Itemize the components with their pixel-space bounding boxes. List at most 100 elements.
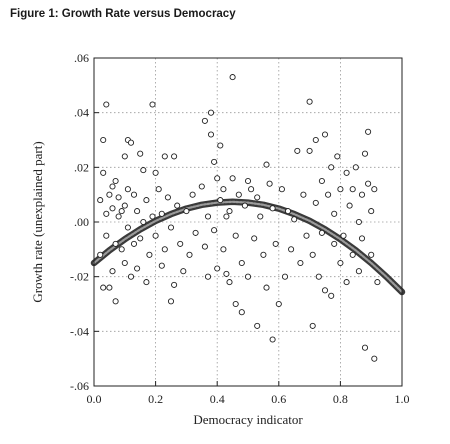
y-tick-label: .06 bbox=[74, 51, 89, 65]
data-point bbox=[269, 336, 276, 343]
data-point bbox=[137, 235, 144, 242]
data-point bbox=[328, 292, 335, 299]
data-point bbox=[355, 218, 362, 226]
data-point bbox=[260, 251, 267, 258]
data-point bbox=[331, 210, 338, 217]
data-point bbox=[146, 251, 153, 258]
data-point bbox=[371, 355, 378, 362]
data-point bbox=[232, 300, 239, 308]
data-point bbox=[204, 273, 212, 280]
data-point bbox=[257, 213, 264, 220]
data-point bbox=[112, 298, 119, 305]
data-point bbox=[174, 202, 181, 209]
data-point bbox=[183, 208, 190, 215]
grid-lines bbox=[94, 58, 402, 386]
data-point bbox=[177, 240, 184, 247]
data-point bbox=[337, 259, 344, 267]
data-point bbox=[226, 279, 233, 286]
data-point bbox=[297, 259, 304, 267]
data-point bbox=[244, 273, 252, 280]
data-point bbox=[109, 205, 116, 212]
data-point bbox=[321, 287, 329, 294]
data-point bbox=[368, 251, 375, 258]
x-tick-label: 0.2 bbox=[148, 392, 163, 406]
data-point bbox=[103, 210, 110, 217]
data-point bbox=[284, 208, 292, 215]
data-point bbox=[352, 164, 359, 171]
data-point bbox=[281, 273, 289, 280]
data-point bbox=[300, 191, 307, 198]
data-point bbox=[198, 183, 205, 190]
data-point bbox=[152, 169, 159, 176]
y-axis-ticks: .06 .04 .02 .00 -.02 -.04 -.06 bbox=[70, 51, 99, 393]
data-point bbox=[306, 147, 313, 154]
data-point bbox=[278, 186, 285, 193]
data-point bbox=[140, 167, 147, 174]
data-point bbox=[358, 235, 366, 242]
data-point bbox=[365, 128, 372, 135]
data-point bbox=[365, 180, 372, 187]
data-point bbox=[124, 224, 131, 231]
data-point bbox=[232, 232, 239, 239]
data-point bbox=[303, 232, 310, 239]
data-point bbox=[309, 322, 316, 329]
data-point bbox=[288, 246, 295, 253]
data-point bbox=[254, 322, 261, 329]
data-point bbox=[241, 202, 248, 209]
data-point bbox=[315, 273, 322, 280]
data-point bbox=[112, 177, 119, 185]
data-point bbox=[217, 197, 224, 204]
x-tick-label: 0.4 bbox=[210, 392, 225, 406]
fit-curve bbox=[90, 198, 406, 296]
x-axis-ticks: 0.0 0.2 0.4 0.6 0.8 1.0 bbox=[87, 381, 410, 406]
data-point bbox=[164, 194, 171, 201]
data-point bbox=[346, 202, 353, 209]
data-point bbox=[103, 232, 110, 239]
data-point bbox=[118, 208, 125, 215]
data-point bbox=[361, 344, 369, 351]
data-point bbox=[161, 153, 168, 160]
data-point bbox=[137, 150, 144, 157]
data-point bbox=[368, 208, 375, 215]
data-point bbox=[201, 243, 208, 250]
data-point bbox=[211, 227, 218, 234]
data-point bbox=[130, 191, 138, 198]
data-point bbox=[217, 142, 224, 149]
data-point bbox=[318, 229, 325, 236]
y-tick-label: -.02 bbox=[70, 270, 89, 284]
data-point bbox=[158, 262, 165, 269]
data-point bbox=[312, 136, 319, 144]
data-point bbox=[167, 298, 175, 305]
data-point bbox=[109, 183, 116, 190]
data-point bbox=[349, 186, 356, 193]
data-point bbox=[143, 279, 150, 286]
data-point bbox=[226, 208, 233, 215]
x-tick-label: 1.0 bbox=[395, 392, 410, 406]
data-point bbox=[115, 213, 122, 220]
data-point bbox=[118, 246, 125, 253]
data-point bbox=[254, 194, 261, 201]
data-point bbox=[207, 131, 215, 138]
data-point bbox=[214, 175, 221, 182]
fit-curve-inner bbox=[92, 200, 404, 294]
data-point bbox=[211, 158, 218, 165]
data-point bbox=[115, 194, 122, 201]
x-tick-label: 0.8 bbox=[333, 392, 348, 406]
data-point bbox=[269, 205, 276, 212]
data-point bbox=[266, 180, 273, 187]
data-point bbox=[121, 202, 128, 209]
data-point bbox=[309, 251, 316, 258]
data-point bbox=[97, 251, 104, 258]
data-point bbox=[152, 232, 159, 239]
data-point bbox=[334, 153, 341, 160]
y-tick-label: -.04 bbox=[70, 324, 89, 338]
data-point bbox=[331, 240, 338, 247]
data-point bbox=[140, 218, 147, 226]
data-point bbox=[103, 101, 110, 108]
data-point bbox=[321, 131, 329, 138]
data-point bbox=[149, 101, 156, 108]
data-point bbox=[223, 213, 230, 220]
data-point bbox=[214, 265, 221, 272]
data-point bbox=[340, 232, 347, 239]
